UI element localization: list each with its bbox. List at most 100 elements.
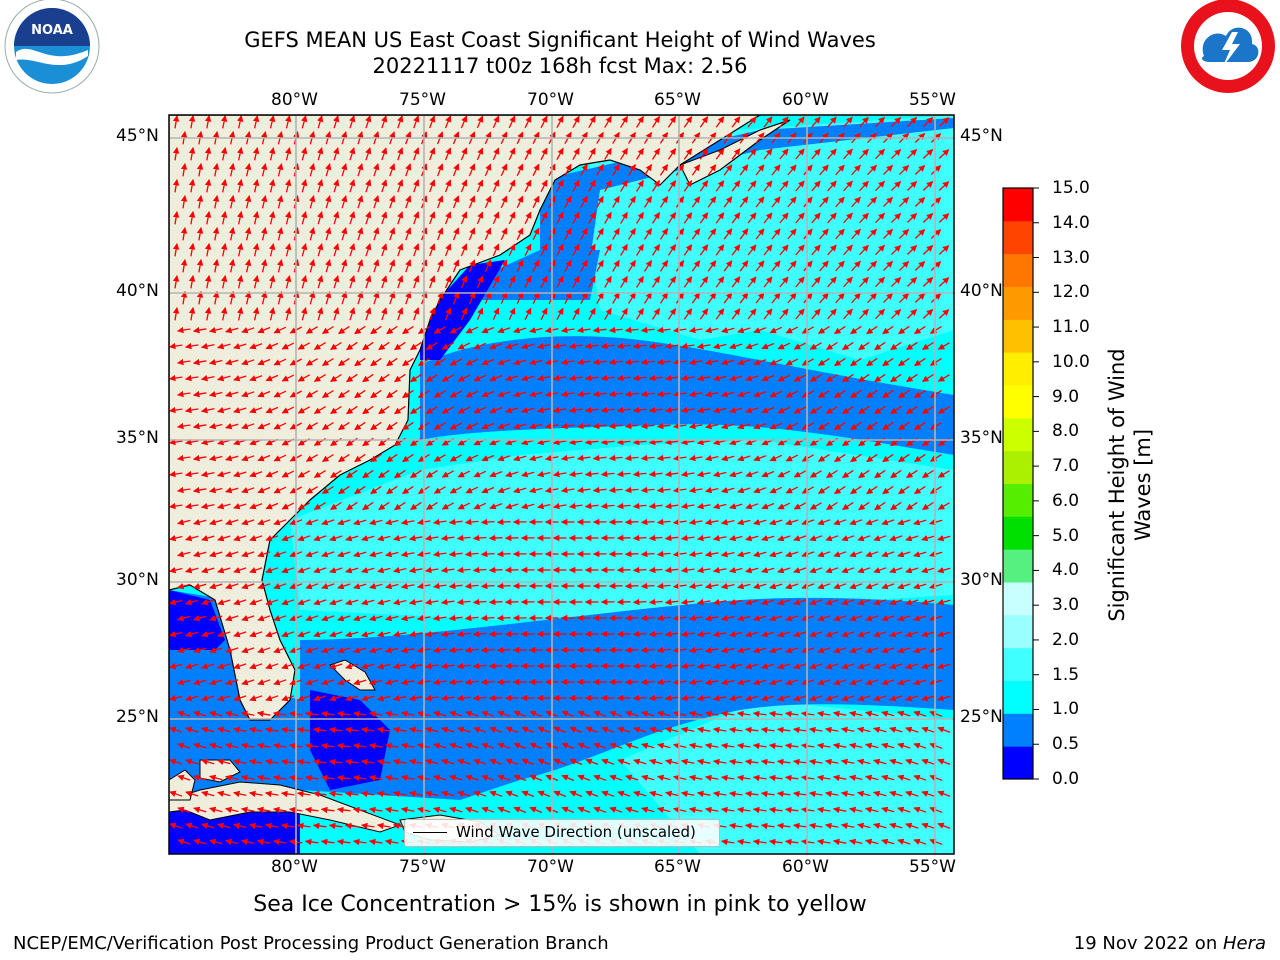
wind-wave-arrow xyxy=(675,292,685,304)
wind-wave-arrow xyxy=(883,164,893,176)
wind-wave-arrow xyxy=(859,116,869,128)
wind-wave-arrow xyxy=(795,180,805,192)
wave-band-light-central xyxy=(290,440,954,620)
wind-wave-arrow xyxy=(244,291,252,305)
colorbar-band xyxy=(1003,188,1033,222)
wind-wave-arrow xyxy=(397,115,404,129)
wind-wave-arrow xyxy=(875,116,885,128)
wind-wave-arrow xyxy=(556,115,564,129)
wind-wave-arrow xyxy=(883,292,893,304)
colorbar-tick-label: 8.0 xyxy=(1052,421,1080,442)
wind-wave-arrow xyxy=(508,147,516,161)
wind-wave-arrow xyxy=(460,211,468,225)
wind-wave-arrow xyxy=(667,180,677,192)
svg-text:NOAA: NOAA xyxy=(31,23,73,38)
wind-wave-arrow xyxy=(309,195,316,209)
wind-wave-arrow xyxy=(906,277,918,287)
colorbar-band xyxy=(1003,516,1033,550)
wind-wave-arrow xyxy=(496,582,511,590)
lat-label-right-30n: 30°N xyxy=(960,570,1003,590)
wind-wave-arrow xyxy=(779,180,789,192)
wind-wave-arrow xyxy=(811,148,821,160)
wind-wave-arrow xyxy=(428,115,436,129)
wind-wave-arrow xyxy=(588,243,596,257)
wind-wave-arrow xyxy=(436,259,444,273)
wind-wave-arrow xyxy=(540,211,548,225)
wind-wave-arrow xyxy=(580,163,588,177)
wind-wave-arrow xyxy=(492,275,500,289)
wind-wave-arrow xyxy=(875,148,885,160)
wind-wave-arrow xyxy=(428,147,436,161)
wind-wave-arrow xyxy=(914,229,926,239)
wind-wave-arrow xyxy=(803,260,813,272)
wind-wave-arrow xyxy=(659,260,669,272)
wind-wave-arrow xyxy=(204,306,212,321)
wind-wave-arrow xyxy=(843,276,853,288)
wind-wave-arrow xyxy=(723,228,733,240)
wind-wave-arrow xyxy=(604,179,612,192)
wind-wave-arrow xyxy=(228,194,236,209)
wind-wave-arrow xyxy=(349,275,356,289)
wind-wave-arrow xyxy=(460,115,468,129)
wind-wave-arrow xyxy=(819,260,829,272)
wind-wave-arrow xyxy=(220,146,228,161)
wind-wave-arrow xyxy=(572,243,580,257)
wind-wave-arrow xyxy=(787,228,797,240)
wind-wave-arrow xyxy=(444,243,452,257)
wind-wave-arrow xyxy=(819,228,829,240)
wind-wave-arrow xyxy=(172,306,180,321)
wind-wave-arrow xyxy=(747,276,757,288)
wind-wave-arrow xyxy=(755,164,765,176)
wind-wave-arrow xyxy=(835,164,845,176)
wind-wave-arrow xyxy=(236,146,244,161)
wind-wave-arrow xyxy=(480,678,495,686)
wind-wave-arrow xyxy=(496,646,511,654)
wind-wave-arrow xyxy=(540,179,548,193)
wind-wave-arrow xyxy=(707,164,717,176)
wind-wave-arrow xyxy=(755,260,765,272)
wind-wave-arrow xyxy=(341,195,348,209)
wind-wave-arrow xyxy=(212,258,220,273)
colorbar-tick-label: 15.0 xyxy=(1052,178,1090,198)
wind-wave-arrow xyxy=(691,292,701,304)
wind-wave-arrow xyxy=(532,195,540,209)
wind-wave-arrow xyxy=(365,179,372,193)
wind-wave-arrow xyxy=(659,164,669,176)
nws-logo xyxy=(1181,0,1275,93)
wind-wave-arrow xyxy=(444,115,452,129)
colorbar-tick-label: 1.5 xyxy=(1052,664,1080,685)
wind-wave-arrow xyxy=(667,116,677,128)
colorbar-band xyxy=(1003,614,1033,649)
wind-wave-arrow xyxy=(341,163,348,177)
wind-wave-arrow xyxy=(349,211,356,225)
lat-label-right-35n: 35°N xyxy=(960,428,1003,448)
wind-wave-arrow xyxy=(890,180,902,192)
wind-wave-arrow xyxy=(739,260,749,272)
lon-label-bottom-75w: 75°W xyxy=(399,857,446,877)
legend: Wind Wave Direction (unscaled) xyxy=(404,819,720,847)
wind-wave-arrow xyxy=(252,115,260,129)
wind-wave-arrow xyxy=(890,116,902,128)
wind-wave-arrow xyxy=(492,115,500,129)
wind-wave-arrow xyxy=(763,180,773,192)
wind-wave-arrow xyxy=(540,147,548,161)
wind-wave-arrow xyxy=(787,260,797,272)
colorbar-band xyxy=(1003,582,1033,616)
wind-wave-arrow xyxy=(612,163,620,176)
wind-wave-arrow xyxy=(476,243,484,257)
wind-wave-arrow xyxy=(268,179,276,193)
wind-wave-arrow xyxy=(317,147,324,161)
wind-wave-arrow xyxy=(188,242,196,257)
wind-wave-arrow xyxy=(930,197,942,207)
land-bahamas xyxy=(329,659,376,691)
wind-wave-arrow xyxy=(365,211,372,225)
wind-wave-arrow xyxy=(532,259,540,273)
wind-wave-arrow xyxy=(301,243,308,257)
wind-wave-arrow xyxy=(620,243,628,256)
wind-wave-arrow xyxy=(301,307,308,321)
wind-wave-arrow xyxy=(938,277,950,287)
wind-wave-arrow xyxy=(859,212,869,224)
wind-wave-arrow xyxy=(827,148,837,160)
wind-wave-arrow xyxy=(301,275,308,289)
wind-wave-arrow xyxy=(405,227,412,241)
